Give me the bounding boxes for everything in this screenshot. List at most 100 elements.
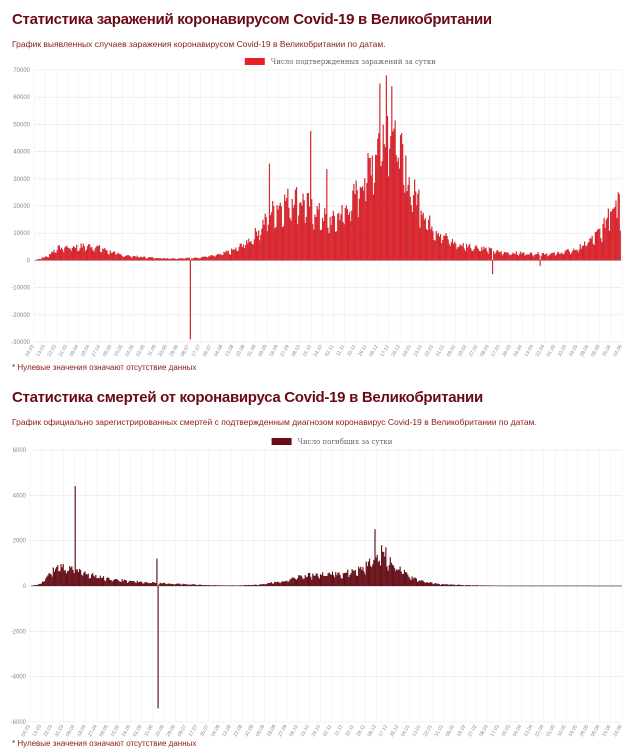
cases-bar[interactable] — [79, 249, 80, 261]
cases-bar[interactable] — [226, 251, 227, 261]
deaths-bar[interactable] — [481, 585, 482, 586]
deaths-bar[interactable] — [331, 575, 332, 586]
cases-bar[interactable] — [188, 258, 189, 260]
cases-bar[interactable] — [375, 155, 376, 261]
deaths-bar[interactable] — [137, 581, 138, 586]
cases-bar[interactable] — [69, 249, 70, 261]
cases-bar[interactable] — [441, 243, 442, 260]
cases-bar[interactable] — [358, 217, 359, 260]
deaths-bar[interactable] — [461, 585, 462, 586]
deaths-bar[interactable] — [416, 579, 417, 586]
cases-bar[interactable] — [600, 238, 601, 260]
cases-bar[interactable] — [65, 247, 66, 261]
deaths-bar[interactable] — [419, 580, 420, 586]
cases-bar[interactable] — [346, 206, 347, 261]
cases-bar[interactable] — [104, 248, 105, 260]
cases-bar[interactable] — [259, 240, 260, 260]
deaths-bar[interactable] — [49, 573, 50, 586]
deaths-bar[interactable] — [107, 577, 108, 586]
cases-bar[interactable] — [182, 258, 183, 260]
cases-bar[interactable] — [597, 230, 598, 261]
cases-bar[interactable] — [245, 245, 246, 260]
deaths-bar[interactable] — [451, 584, 452, 586]
cases-bar[interactable] — [435, 241, 436, 261]
deaths-bar[interactable] — [353, 571, 354, 586]
cases-bar[interactable] — [107, 250, 108, 260]
cases-bar[interactable] — [260, 235, 261, 260]
cases-bar[interactable] — [87, 246, 88, 260]
cases-bar[interactable] — [173, 258, 174, 260]
cases-bar[interactable] — [136, 257, 137, 260]
cases-bar[interactable] — [364, 179, 365, 261]
deaths-bar[interactable] — [191, 585, 192, 586]
cases-bar[interactable] — [610, 212, 611, 261]
deaths-bar[interactable] — [268, 583, 269, 586]
deaths-bar[interactable] — [109, 578, 110, 586]
cases-bar[interactable] — [101, 252, 102, 260]
cases-bar[interactable] — [66, 246, 67, 261]
deaths-bar[interactable] — [162, 583, 163, 586]
deaths-bar[interactable] — [315, 576, 316, 586]
cases-bar[interactable] — [280, 203, 281, 261]
deaths-bar[interactable] — [152, 582, 153, 586]
cases-bar[interactable] — [342, 205, 343, 260]
cases-bar[interactable] — [194, 258, 195, 260]
deaths-bar[interactable] — [372, 564, 373, 586]
cases-bar[interactable] — [371, 176, 372, 261]
deaths-bar[interactable] — [321, 575, 322, 586]
cases-bar[interactable] — [332, 216, 333, 260]
cases-bar[interactable] — [254, 240, 255, 261]
cases-bar[interactable] — [601, 242, 602, 260]
deaths-bar[interactable] — [246, 585, 247, 586]
cases-bar[interactable] — [581, 249, 582, 261]
cases-bar[interactable] — [285, 201, 286, 260]
deaths-bar[interactable] — [405, 572, 406, 586]
deaths-bar[interactable] — [421, 580, 422, 586]
cases-bar[interactable] — [518, 256, 519, 261]
cases-bar[interactable] — [243, 245, 244, 261]
cases-bar[interactable] — [63, 252, 64, 260]
cases-bar[interactable] — [266, 217, 267, 260]
cases-bar[interactable] — [316, 217, 317, 260]
deaths-bar[interactable] — [213, 585, 214, 586]
deaths-bar[interactable] — [184, 584, 185, 586]
deaths-bar[interactable] — [262, 584, 263, 586]
cases-bar[interactable] — [571, 253, 572, 261]
cases-bar[interactable] — [425, 218, 426, 260]
cases-bar[interactable] — [127, 255, 128, 260]
cases-bar[interactable] — [499, 252, 500, 260]
cases-bar[interactable] — [178, 259, 179, 261]
cases-bar[interactable] — [427, 230, 428, 260]
cases-bar[interactable] — [510, 255, 511, 260]
deaths-bar[interactable] — [117, 580, 118, 586]
deaths-bar[interactable] — [322, 572, 323, 586]
cases-bar[interactable] — [572, 251, 573, 260]
cases-bar[interactable] — [413, 195, 414, 260]
deaths-bar[interactable] — [320, 574, 321, 586]
cases-bar[interactable] — [309, 207, 310, 261]
cases-bar[interactable] — [120, 254, 121, 260]
cases-bar[interactable] — [494, 254, 495, 260]
deaths-bar[interactable] — [259, 585, 260, 586]
cases-bar[interactable] — [325, 214, 326, 260]
deaths-bar[interactable] — [105, 581, 106, 586]
cases-bar[interactable] — [237, 251, 238, 261]
deaths-bar[interactable] — [428, 583, 429, 586]
deaths-bar[interactable] — [87, 575, 88, 586]
deaths-bar[interactable] — [313, 576, 314, 586]
deaths-bar[interactable] — [274, 582, 275, 586]
deaths-bar[interactable] — [221, 585, 222, 586]
cases-bar[interactable] — [49, 254, 50, 260]
cases-bar[interactable] — [196, 258, 197, 260]
cases-bar[interactable] — [241, 244, 242, 261]
cases-bar[interactable] — [128, 255, 129, 260]
deaths-bar[interactable] — [364, 572, 365, 586]
deaths-bar[interactable] — [78, 572, 79, 586]
deaths-bar[interactable] — [167, 584, 168, 586]
cases-bar[interactable] — [92, 250, 93, 260]
cases-bar[interactable] — [185, 259, 186, 261]
deaths-bar[interactable] — [57, 565, 58, 586]
cases-bar[interactable] — [283, 226, 284, 260]
cases-bar[interactable] — [247, 244, 248, 261]
deaths-bar[interactable] — [474, 585, 475, 586]
